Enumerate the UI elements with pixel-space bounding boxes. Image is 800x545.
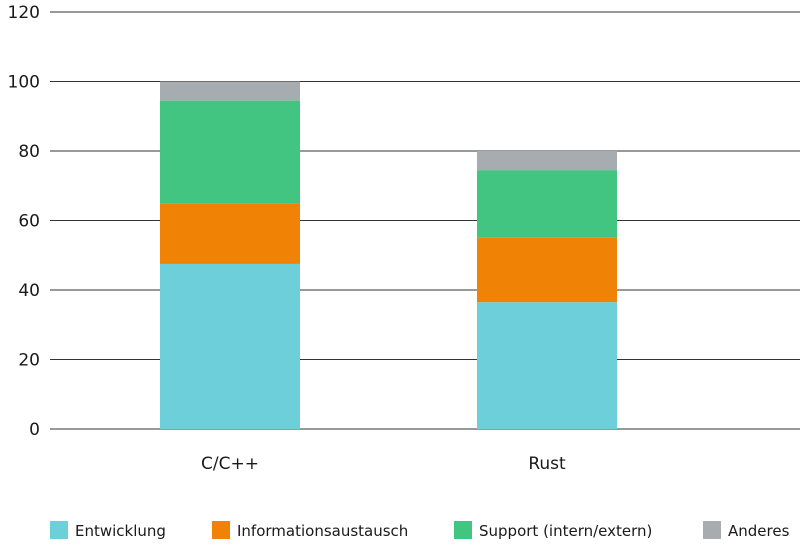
- bar-segment-support-intern-extern--1: [477, 170, 617, 238]
- y-tick-label: 40: [18, 281, 40, 301]
- legend-label: Entwicklung: [75, 522, 166, 540]
- bar-segment-anderes-1: [477, 151, 617, 171]
- bars: [160, 81, 617, 429]
- legend: Entwicklung Informationsaustausch Support …: [50, 521, 790, 540]
- y-tick-label: 0: [29, 420, 40, 440]
- bar-segment-entwicklung-1: [477, 302, 617, 429]
- y-tick-label: 20: [18, 351, 40, 371]
- legend-swatch: [703, 521, 721, 539]
- legend-swatch: [50, 521, 68, 539]
- y-tick-label: 100: [8, 73, 40, 93]
- legend-swatch: [212, 521, 230, 539]
- x-category-label: C/C++: [201, 454, 259, 474]
- y-tick-label: 60: [18, 212, 40, 232]
- bar-segment-informationsaustausch-1: [477, 237, 617, 303]
- bar-segment-informationsaustausch-0: [160, 203, 300, 264]
- bar-segment-anderes-0: [160, 81, 300, 101]
- legend-label: Informationsaustausch: [237, 522, 408, 540]
- x-axis-categories: C/C++ Rust: [201, 454, 566, 474]
- legend-label: Support (intern/extern): [479, 522, 652, 540]
- x-category-label: Rust: [528, 454, 566, 474]
- y-axis-ticks: 0 20 40 60 80 100 120: [8, 3, 40, 440]
- y-tick-label: 80: [18, 142, 40, 162]
- bar-segment-support-intern-extern--0: [160, 100, 300, 204]
- y-tick-label: 120: [8, 3, 40, 23]
- legend-label: Anderes: [728, 522, 790, 540]
- bar-segment-entwicklung-0: [160, 263, 300, 429]
- legend-swatch: [454, 521, 472, 539]
